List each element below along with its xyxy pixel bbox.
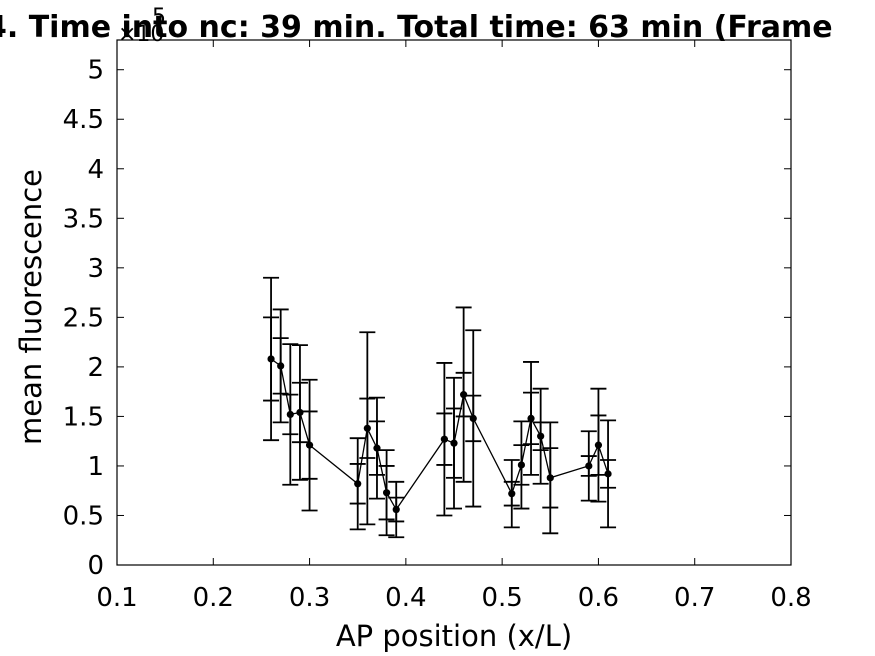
data-point bbox=[277, 362, 285, 370]
y-tick-label: 0.5 bbox=[63, 501, 104, 531]
x-tick-labels: 0.1 0.2 0.3 0.4 0.5 0.6 0.7 0.8 bbox=[96, 583, 811, 613]
data-point bbox=[363, 424, 371, 432]
data-point bbox=[460, 391, 468, 399]
y-tick-labels: 0 0.5 1 1.5 2 2.5 3 3.5 4 4.5 5 bbox=[63, 56, 104, 581]
data-point bbox=[594, 441, 603, 449]
data-point bbox=[527, 414, 535, 422]
x-tick-label: 0.5 bbox=[481, 583, 522, 613]
data-point bbox=[469, 414, 477, 422]
y-tick-label: 4.5 bbox=[63, 105, 104, 135]
x-tick-label: 0.2 bbox=[193, 583, 234, 613]
y-tick-label: 3 bbox=[87, 254, 104, 284]
y-tick-label: 0 bbox=[87, 551, 104, 581]
x-tick-label: 0.1 bbox=[96, 583, 137, 613]
data-point bbox=[508, 490, 516, 498]
data-point bbox=[604, 470, 612, 478]
y-tick-label: 1 bbox=[87, 452, 104, 482]
data-point bbox=[296, 408, 304, 417]
x-tick-label: 0.3 bbox=[289, 583, 330, 613]
y-tick-label: 5 bbox=[87, 56, 104, 86]
data-point bbox=[517, 461, 526, 469]
data-point bbox=[392, 505, 400, 514]
y-exponent-power: 5 bbox=[152, 5, 166, 30]
x-tick-label: 0.6 bbox=[578, 583, 619, 613]
data-point bbox=[305, 441, 314, 449]
y-tick-label: 1.5 bbox=[63, 402, 104, 432]
y-tick-label: 2.5 bbox=[63, 303, 104, 333]
data-point bbox=[373, 444, 381, 452]
data-point bbox=[546, 474, 554, 482]
y-exponent-label: ×10 bbox=[118, 22, 164, 47]
data-point bbox=[383, 489, 391, 497]
x-tick-label: 0.4 bbox=[385, 583, 426, 613]
chart-title: 4. Time into nc: 39 min. Total time: 63 … bbox=[0, 10, 833, 45]
data-point bbox=[440, 435, 448, 443]
x-tick-label: 0.7 bbox=[674, 583, 715, 613]
data-point bbox=[585, 462, 593, 470]
data-point bbox=[537, 432, 545, 440]
axis-ticks bbox=[116, 40, 792, 566]
y-tick-label: 3.5 bbox=[63, 204, 104, 234]
data-point bbox=[267, 355, 275, 363]
y-axis-label: mean fluorescence bbox=[14, 169, 48, 445]
data-point bbox=[286, 410, 294, 419]
y-tick-label: 4 bbox=[87, 155, 104, 185]
x-axis-label: AP position (x/L) bbox=[336, 619, 572, 653]
y-tick-label: 2 bbox=[87, 353, 104, 383]
data-point bbox=[354, 480, 362, 488]
series-line bbox=[270, 358, 609, 511]
data-point bbox=[450, 439, 458, 447]
data-points bbox=[267, 355, 612, 514]
x-tick-label: 0.8 bbox=[770, 583, 811, 613]
